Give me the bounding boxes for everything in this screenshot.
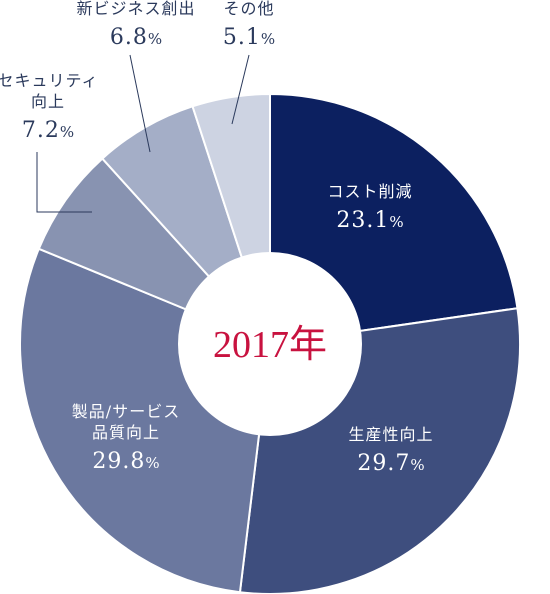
slice-value-unit: % [389, 213, 403, 231]
slice-name-line: 新ビジネス創出 [76, 0, 195, 18]
slice-value-unit: % [261, 30, 275, 48]
slice-name-line: 生産性向上 [348, 425, 433, 444]
leader-line-4 [36, 152, 92, 213]
slice-label-4: セキュリティ向上 7.2% [0, 71, 99, 143]
slice-labels: コスト削減 23.1%生産性向上 29.7%製品/サービス品質向上 29.8%セキュリ… [0, 0, 433, 476]
slice-value: 7.2 [22, 118, 60, 143]
slice-label-5: 新ビジネス創出 6.8% [76, 0, 195, 50]
slice-value-unit: % [148, 30, 162, 48]
slice-value: 23.1 [336, 208, 389, 233]
slice-label-3: 製品/サービス品質向上 29.8% [72, 402, 180, 474]
slice-label-2: 生産性向上 29.7% [348, 425, 433, 476]
slice-label-1: コスト削減 23.1% [327, 182, 412, 233]
leader-lines [36, 54, 250, 213]
slice-label-6: その他 5.1% [223, 0, 275, 50]
slice-value: 29.8 [92, 449, 145, 474]
slice-name-line: セキュリティ [0, 71, 99, 90]
leader-line-6 [231, 54, 250, 125]
slice-value: 5.1 [223, 25, 261, 50]
slice-value-unit: % [60, 123, 74, 141]
slice-name-line: 品質向上 [92, 423, 160, 442]
slice-value: 29.7 [357, 451, 410, 476]
slice-value-unit: % [410, 456, 424, 474]
slice-value-unit: % [145, 454, 159, 472]
center-year-label: 2017年 [213, 324, 327, 366]
slice-name-line: 製品/サービス [72, 402, 180, 421]
slice-name-line: 向上 [31, 92, 65, 111]
slice-name-line: その他 [223, 0, 274, 18]
slice-name-line: コスト削減 [327, 182, 412, 201]
leader-line-5 [129, 54, 151, 153]
donut-hole [178, 252, 362, 436]
slice-value: 6.8 [110, 25, 148, 50]
